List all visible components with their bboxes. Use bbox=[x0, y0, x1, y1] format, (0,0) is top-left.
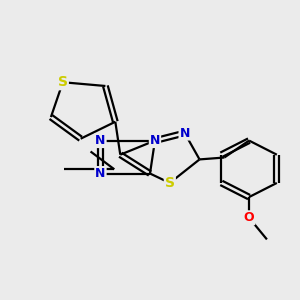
Text: O: O bbox=[244, 211, 254, 224]
Text: N: N bbox=[95, 167, 106, 180]
Text: S: S bbox=[165, 176, 175, 190]
Text: S: S bbox=[58, 75, 68, 89]
Text: N: N bbox=[95, 134, 106, 147]
Text: N: N bbox=[150, 134, 160, 147]
Text: N: N bbox=[179, 127, 190, 140]
